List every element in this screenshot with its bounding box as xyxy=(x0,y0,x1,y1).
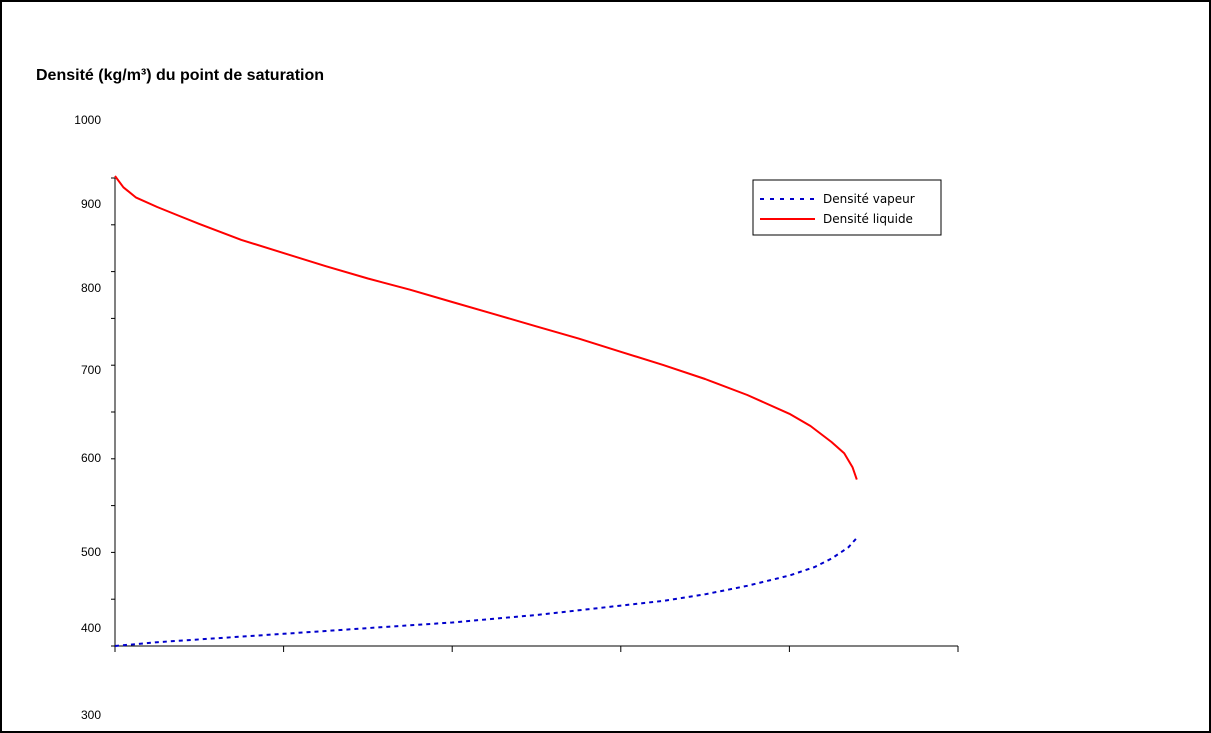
y-tick-label: 900 xyxy=(81,197,101,211)
legend-label-liquide: Densité liquide xyxy=(823,212,913,226)
y-tick-label: 800 xyxy=(81,281,101,295)
y-tick-label: 700 xyxy=(81,363,101,377)
chart-title: Densité (kg/m³) du point de saturation xyxy=(36,67,324,84)
y-tick-labels: 1000 900 800 700 600 500 400 300 xyxy=(74,113,101,722)
legend: Densité vapeur Densité liquide xyxy=(752,179,942,236)
y-axis xyxy=(111,177,116,647)
legend-box xyxy=(752,179,942,236)
y-tick-label: 1000 xyxy=(74,113,101,127)
series-densite-liquide xyxy=(114,175,858,480)
y-tick-label: 300 xyxy=(81,708,101,722)
x-axis xyxy=(114,645,959,652)
y-tick-label: 400 xyxy=(81,621,101,635)
series-layer xyxy=(114,175,858,647)
y-tick-label: 500 xyxy=(81,545,101,559)
y-tick-label: 600 xyxy=(81,451,101,465)
legend-label-vapeur: Densité vapeur xyxy=(823,192,915,206)
series-densite-vapeur xyxy=(114,537,858,647)
